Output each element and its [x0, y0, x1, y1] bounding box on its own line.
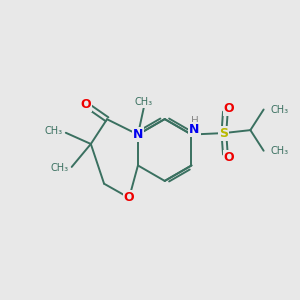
Text: H: H [190, 116, 198, 126]
Text: N: N [189, 123, 200, 136]
Text: O: O [224, 151, 234, 164]
Text: CH₃: CH₃ [44, 126, 62, 136]
Text: CH₃: CH₃ [270, 104, 288, 115]
Text: CH₃: CH₃ [135, 97, 153, 107]
Text: N: N [133, 128, 143, 141]
Text: O: O [224, 102, 234, 116]
Text: CH₃: CH₃ [50, 164, 68, 173]
Text: O: O [124, 191, 134, 204]
Text: CH₃: CH₃ [270, 146, 288, 156]
Text: O: O [80, 98, 91, 111]
Text: S: S [219, 127, 228, 140]
